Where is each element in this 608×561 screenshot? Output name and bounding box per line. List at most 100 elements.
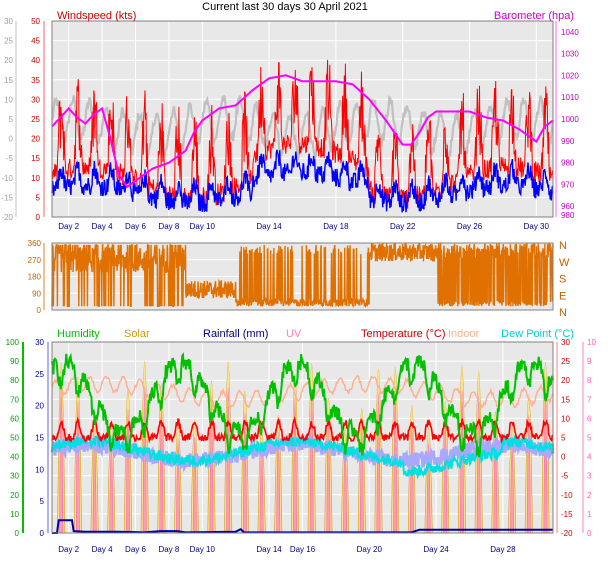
barometer-tick-label: 980: [561, 211, 575, 220]
temperature-tick-label: -10: [561, 491, 573, 500]
direction-tick-label: 270: [28, 256, 42, 265]
legend-rainfall: Rainfall (mm): [203, 328, 268, 340]
series-wind-average: [51, 149, 554, 213]
barometer-tick-label: 1040: [561, 28, 579, 37]
temperature-tick-label: 25: [561, 357, 570, 366]
legend-barometer: Barometer (hpa): [494, 10, 574, 22]
temperature-tick-label: -15: [561, 510, 573, 519]
wind-red-tick-label: 20: [31, 135, 40, 144]
barometer-tick-label: 1000: [561, 115, 579, 124]
conditions-x-tick-label: Day 16: [290, 545, 316, 554]
wind-gray-tick-label: 0: [9, 135, 14, 144]
conditions-frame: [51, 341, 554, 534]
conditions-x-tick-label: Day 20: [357, 545, 383, 554]
wind-barometer-panel: -20 -15 -10 -5 0 5 10 15 20 25 30 0 5 10 15 20 25 30 35 40 4…: [1, 10, 579, 231]
rain-tick-label: 20: [35, 402, 44, 411]
conditions-panel: 0102030405060708090100051015202530-20-15…: [6, 328, 597, 554]
humidity-tick-label: 10: [10, 510, 19, 519]
direction-frame: [51, 242, 554, 311]
wind-gray-tick-label: -15: [1, 193, 13, 202]
conditions-x-tick-label: Day 10: [190, 545, 216, 554]
conditions-x-tick-label: Day 8: [158, 545, 179, 554]
conditions-series: [50, 352, 555, 534]
legend-uv: UV: [286, 328, 302, 340]
wind-red-tick-label: 50: [31, 17, 40, 26]
compass-label: E: [559, 290, 566, 302]
rain-tick-label: 10: [35, 465, 44, 474]
series-dewpoint: [51, 432, 554, 480]
wind-red-tick-label: 40: [31, 56, 40, 65]
uv-tick-label: 8: [587, 376, 592, 385]
compass-label: N: [559, 307, 567, 319]
direction-tick-label: 180: [28, 273, 42, 282]
uv-hump: [293, 398, 297, 534]
legend-temperature: Temperature (°C): [361, 328, 445, 340]
barometer-tick-label: 990: [561, 137, 575, 146]
barometer-tick-label: 1020: [561, 71, 579, 80]
uv-tick-label: 2: [587, 491, 592, 500]
series-indoor: [51, 374, 554, 411]
uv-hump: [92, 434, 97, 534]
uv-tick-label: 7: [587, 395, 592, 404]
rain-tick-label: 25: [35, 370, 44, 379]
legend-dewpoint: Dew Point (°C): [501, 328, 574, 340]
wind-red-tick-label: 10: [31, 174, 40, 183]
conditions-x-tick-label: Day 6: [125, 545, 146, 554]
direction-series: [51, 242, 554, 309]
barometer-tick-label: 970: [561, 180, 575, 189]
humidity-tick-label: 90: [10, 357, 19, 366]
wind-series: [50, 59, 555, 213]
wind-gray-tick-label: 20: [4, 56, 13, 65]
direction-tick-label: 90: [32, 289, 41, 298]
conditions-x-tick-label: Day 2: [58, 545, 79, 554]
temperature-tick-label: 0: [561, 453, 566, 462]
series-barometer: [51, 74, 554, 189]
uv-tick-label: 3: [587, 472, 592, 481]
wind-x-tick-label: Day 30: [524, 222, 550, 231]
uv-hump: [276, 432, 281, 534]
uv-tick-label: 1: [587, 510, 592, 519]
legend-solar: Solar: [124, 328, 150, 340]
conditions-x-tick-label: Day 4: [92, 545, 113, 554]
temperature-tick-label: -5: [561, 472, 569, 481]
uv-tick-label: 6: [587, 414, 592, 423]
rain-tick-label: 0: [40, 529, 45, 538]
wind-x-tick-label: Day 10: [190, 222, 216, 231]
humidity-tick-label: 40: [10, 453, 19, 462]
wind-axes: -20 -15 -10 -5 0 5 10 15 20 25 30 0 5 10 15 20 25 30 35 40 4…: [1, 17, 579, 231]
series-wind-gust: [51, 59, 554, 209]
wind-gray-tick-label: -20: [1, 213, 13, 222]
wind-gray-tick-label: -10: [1, 174, 13, 183]
wind-x-tick-label: Day 2: [58, 222, 79, 231]
wind-x-tick-label: Day 14: [256, 222, 282, 231]
wind-x-tick-label: Day 6: [125, 222, 146, 231]
legend-windspeed: Windspeed (kts): [57, 10, 136, 22]
legend-humidity: Humidity: [57, 328, 100, 340]
rain-tick-label: 30: [35, 338, 44, 347]
rain-tick-label: 15: [35, 434, 44, 443]
uv-tick-label: 0: [587, 529, 592, 538]
conditions-x-tick-label: Day 24: [423, 545, 449, 554]
series-rainfall: [52, 519, 553, 534]
compass-label: W: [559, 257, 570, 269]
uv-hump: [75, 400, 80, 534]
wind-gray-tick-label: 30: [4, 17, 13, 26]
temperature-tick-label: -20: [561, 529, 573, 538]
temperature-tick-label: 10: [561, 414, 570, 423]
uv-hump: [259, 441, 264, 534]
uv-tick-label: 9: [587, 357, 592, 366]
humidity-tick-label: 80: [10, 376, 19, 385]
conditions-legend: Humidity Solar Rainfall (mm) UV Temperat…: [57, 328, 574, 340]
wind-gray-tick-label: 15: [4, 76, 13, 85]
temperature-tick-label: 5: [561, 434, 566, 443]
wind-red-tick-label: 35: [31, 76, 40, 85]
wind-red-tick-label: 5: [36, 193, 41, 202]
conditions-x-tick-label: Day 28: [490, 545, 516, 554]
barometer-tick-label: 960: [561, 202, 575, 211]
humidity-tick-label: 60: [10, 414, 19, 423]
wind-x-tick-label: Day 22: [390, 222, 416, 231]
humidity-tick-label: 70: [10, 395, 19, 404]
series-gray-trace: [50, 94, 555, 163]
